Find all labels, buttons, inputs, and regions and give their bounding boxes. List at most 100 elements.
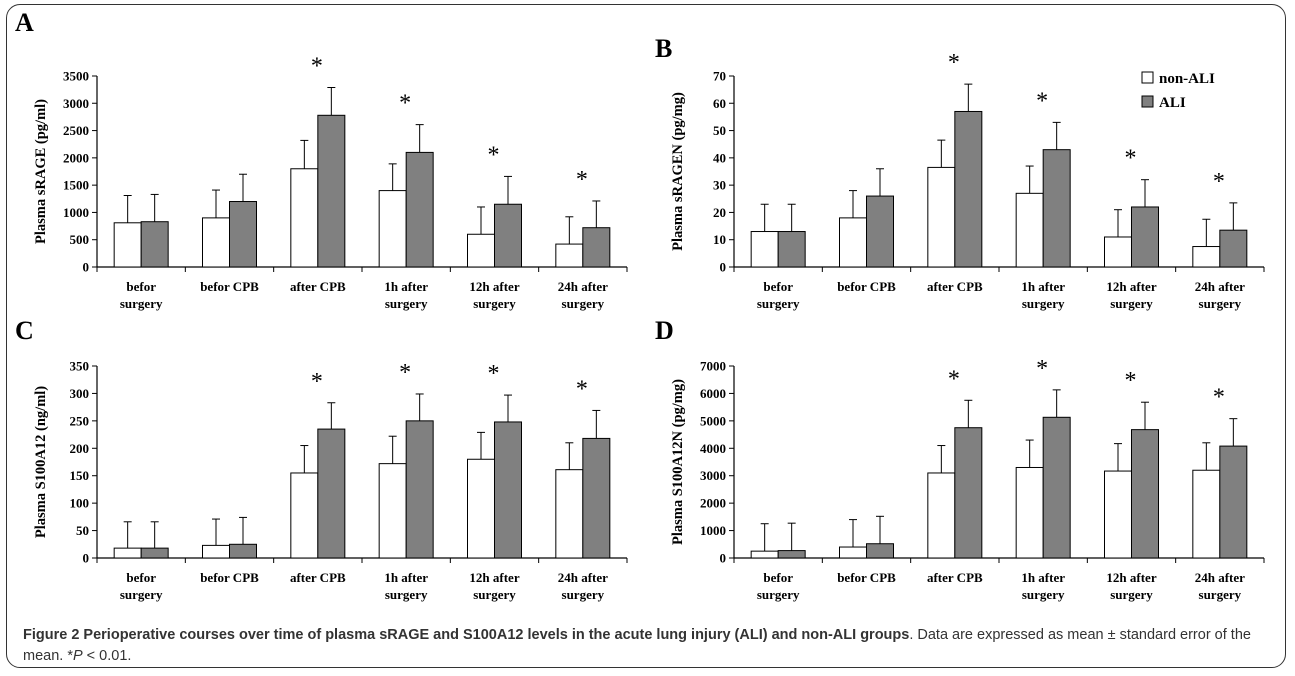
x-tick-label: 12h after [1106,279,1156,294]
bar-ali [317,428,346,559]
x-tick-label: befor [126,279,156,294]
significance-marker: * [311,369,323,395]
y-tick-label: 5000 [700,413,726,428]
caption-text: . Data are expressed as mean ± standard … [23,627,1251,664]
bar-ali [405,420,434,559]
significance-marker: * [1036,88,1048,114]
panel-a: A Plasma sRAGE (pg/ml) 0 500 1000 1500 2000 250… [15,8,628,311]
figure-caption: Figure 2 Perioperative courses over time… [23,625,1278,667]
panel-label: D [655,316,674,345]
figure-frame: A Plasma sRAGE (pg/ml) 0 500 1000 1500 2000 250… [6,4,1286,668]
y-tick-label: 0 [83,551,90,566]
bar-non-ali [750,550,779,559]
x-tick-label: 1h after [1021,279,1065,294]
x-tick-label: surgery [1110,296,1153,311]
y-tick-label: 2000 [700,496,726,511]
bar-non-ali [927,166,956,268]
bar-non-ali [467,233,495,268]
x-tick-label: surgery [120,587,163,602]
bar-non-ali [1015,466,1044,559]
y-tick-label: 50 [713,123,726,138]
x-tick-label: surgery [473,587,516,602]
bar-non-ali [1192,246,1221,268]
significance-marker: * [311,53,323,79]
x-tick-label: 1h after [384,279,428,294]
y-tick-label: 3000 [63,96,89,111]
y-tick-label: 0 [83,260,90,275]
x-tick-label: after CPB [290,570,346,585]
bar-ali [140,221,169,268]
legend-label: non-ALI [1159,71,1215,87]
bar-non-ali [927,472,956,559]
bar-non-ali [1104,470,1132,559]
y-tick-label: 3000 [700,468,726,483]
x-tick-label: 12h after [1106,570,1156,585]
bar-non-ali [1192,469,1221,559]
x-tick-label: befor CPB [837,570,896,585]
x-tick-label: surgery [1022,296,1065,311]
significance-marker: * [399,91,411,117]
y-tick-label: 200 [70,441,90,456]
bar-ali [229,201,257,268]
y-tick-label: 3500 [63,69,89,84]
legend: non-ALI ALI [1141,71,1215,111]
x-tick-label: surgery [1022,587,1065,602]
y-tick-label: 250 [70,413,90,428]
x-tick-label: surgery [1110,587,1153,602]
significance-marker: * [948,366,960,392]
bar-ali [1219,445,1248,559]
x-tick-label: befor [126,570,156,585]
y-tick-label: 0 [720,260,727,275]
y-tick-label: 1500 [63,178,89,193]
x-tick-label: 1h after [1021,570,1065,585]
bar-ali [582,437,611,559]
significance-marker: * [488,142,500,168]
bar-ali [582,227,611,268]
y-tick-label: 150 [70,468,90,483]
y-tick-label: 500 [70,232,90,247]
panel-label: A [15,8,34,37]
x-tick-label: surgery [562,587,605,602]
bar-non-ali [1104,236,1132,268]
x-tick-label: after CPB [290,279,346,294]
legend-label: ALI [1159,95,1186,111]
y-tick-label: 4000 [700,441,726,456]
bar-ali [866,195,894,268]
bar-non-ali [555,243,584,268]
bar-ali [494,203,522,268]
bar-ali [777,550,806,559]
bar-ali [954,427,983,559]
x-tick-label: surgery [120,296,163,311]
x-tick-label: befor CPB [837,279,896,294]
x-tick-label: befor CPB [200,570,259,585]
significance-marker: * [948,50,960,76]
x-tick-label: 24h after [1195,570,1245,585]
x-tick-label: 24h after [1195,279,1245,294]
bar-non-ali [113,222,142,268]
bar-ali [1131,206,1159,268]
significance-marker: * [576,167,588,193]
legend-swatch-ali [1141,95,1154,108]
caption-title: Figure 2 Perioperative courses over time… [23,627,910,643]
bar-non-ali [113,547,142,559]
bar-non-ali [290,472,319,559]
bar-ali [777,231,806,268]
y-tick-label: 350 [70,359,90,374]
caption-text-end: < 0.01. [82,648,132,664]
y-tick-label: 6000 [700,386,726,401]
y-axis-label: Plasma sRAGEN (pg/mg) [670,92,686,251]
bar-ali [1219,229,1248,268]
bar-non-ali [1015,192,1044,268]
panel-label: B [655,34,672,63]
y-axis-label: Plasma S100A12N (pg/mg) [670,379,686,545]
x-tick-label: surgery [757,296,800,311]
y-tick-label: 100 [70,496,90,511]
significance-marker: * [399,360,411,386]
x-tick-label: 24h after [558,570,608,585]
significance-marker: * [576,376,588,402]
bar-ali [317,114,346,268]
bar-ali [140,547,169,559]
bar-ali [954,110,983,268]
y-tick-label: 20 [713,205,726,220]
